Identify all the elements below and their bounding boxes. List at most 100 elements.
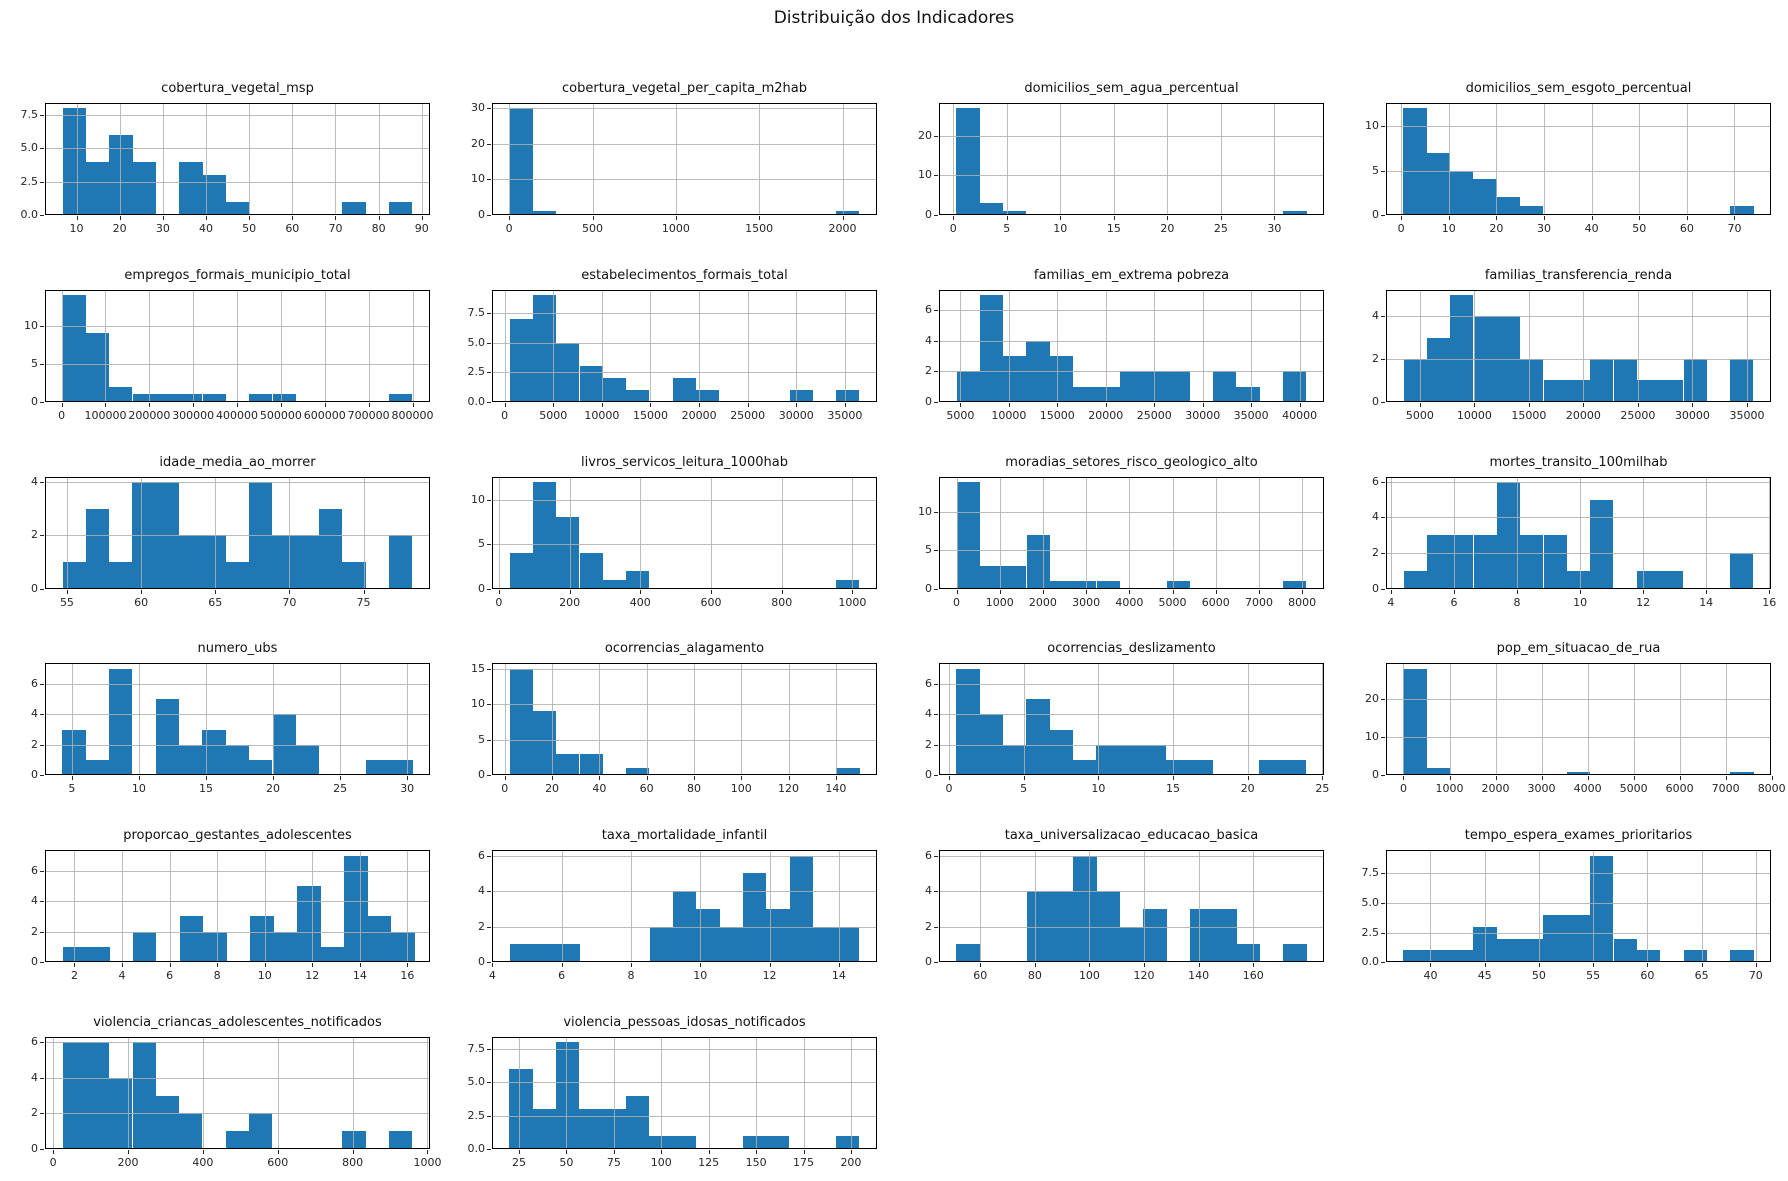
x-tick-mark [796, 402, 798, 407]
x-tick-label: 10 [69, 222, 84, 235]
x-tick-label: 100 [730, 782, 752, 796]
histogram-bar [225, 561, 250, 589]
x-tick-label: 50 [559, 1156, 574, 1169]
gridline-vertical [1253, 850, 1255, 963]
gridline-vertical [1086, 476, 1088, 589]
histogram-bar [202, 175, 226, 215]
y-tick-mark [487, 1149, 491, 1150]
y-tick-mark [934, 401, 938, 403]
histogram-bar [249, 760, 273, 776]
subplot-title: empregos_formais_municipio_total [124, 267, 351, 283]
x-tick-label: 60 [973, 969, 988, 983]
x-tick-label: 10000 [1456, 408, 1492, 422]
histogram-bar [62, 295, 86, 402]
subplot-title: ocorrencias_alagamento [604, 641, 765, 657]
gridline-vertical [205, 663, 207, 776]
plot-area [492, 103, 877, 215]
subplot-violencia-criancas-adolescentes-notificados: violencia_criancas_adolescentes_notifica… [0, 994, 447, 1181]
x-tick-mark [359, 963, 361, 968]
gridline-vertical [1198, 850, 1200, 963]
gridline-vertical [105, 289, 107, 402]
gridline-vertical [61, 289, 63, 402]
y-tick-label: 10 [471, 492, 485, 506]
x-tick-label: 30000 [1674, 408, 1710, 422]
plot-area [45, 1037, 430, 1149]
histogram-bar [1636, 950, 1661, 963]
subplot-title: tempo_espera_exames_prioritarios [1464, 828, 1693, 844]
x-tick-label: 70 [282, 595, 297, 609]
subplot-ocorrencias-deslizamento: ocorrencias_deslizamento 0 5 10 15 20 25 0 2 4 6 [894, 620, 1341, 807]
gridline-vertical [796, 289, 798, 402]
x-tick-mark [1322, 776, 1324, 781]
x-tick-label: 40000 [1282, 408, 1318, 422]
y-tick-mark [40, 1113, 44, 1115]
histogram-bar [532, 711, 557, 776]
y-tick-label: 0 [478, 208, 485, 221]
x-tick-label: 25000 [1136, 408, 1172, 422]
x-tick-label: 0 [495, 595, 503, 609]
histogram-bar [1003, 565, 1027, 589]
y-tick-mark [1381, 316, 1385, 318]
gridline-vertical [844, 289, 846, 402]
y-tick-label: 6 [925, 848, 932, 862]
x-tick-label: 500000 [259, 408, 302, 422]
x-tick-label: 20000 [1088, 408, 1124, 422]
gridline-horizontal [492, 372, 877, 374]
gridline-vertical [1258, 476, 1260, 589]
histogram-bar [836, 579, 860, 589]
x-tick-mark [842, 216, 844, 220]
gridline-vertical [1496, 103, 1498, 215]
histogram-bar [696, 908, 720, 963]
x-tick-label: 100 [650, 1156, 672, 1169]
histogram-bar [1166, 760, 1190, 776]
histogram-bar [1119, 926, 1144, 963]
x-tick-mark [1129, 589, 1131, 594]
x-tick-label: 0 [945, 782, 953, 796]
y-tick-mark [40, 931, 44, 933]
gridline-vertical [1647, 850, 1649, 963]
gridline-vertical [1057, 289, 1059, 402]
x-tick-mark [1484, 963, 1486, 968]
y-tick-label: 7.5 [467, 305, 486, 319]
y-tick-label: 6 [925, 303, 932, 317]
y-tick-label: 2 [31, 528, 38, 542]
x-tick-label: 10 [1441, 222, 1456, 235]
x-tick-mark [61, 402, 63, 407]
histogram-bar [509, 318, 533, 402]
subplot-title: taxa_mortalidade_infantil [601, 828, 768, 844]
gridline-vertical [569, 476, 571, 589]
x-tick-label: 14 [831, 969, 846, 983]
y-tick-label: 5.0 [467, 335, 486, 349]
y-tick-mark [487, 108, 491, 110]
gridline-horizontal [45, 148, 430, 150]
histogram-bar [297, 886, 321, 963]
x-tick-mark [1755, 963, 1757, 968]
histogram-bar [1166, 580, 1190, 589]
y-tick-mark [487, 1082, 491, 1084]
histogram-bar [1683, 359, 1707, 402]
x-tick-label: 25 [1315, 782, 1330, 796]
x-tick-mark [141, 589, 143, 594]
histogram-bar [556, 1042, 580, 1149]
x-tick-mark [949, 776, 950, 781]
x-tick-label: 16 [1762, 595, 1777, 609]
plot-area [939, 663, 1324, 776]
gridline-vertical [553, 289, 555, 402]
gridline-vertical [1034, 850, 1036, 963]
y-tick-mark [487, 1049, 491, 1050]
y-tick-label: 5 [31, 356, 38, 370]
gridline-horizontal [1386, 902, 1771, 904]
gridline-vertical [1172, 476, 1174, 589]
y-tick-mark [40, 1149, 44, 1150]
histogram-bar [365, 760, 390, 776]
gridline-vertical [741, 663, 743, 776]
x-tick-mark [162, 216, 164, 220]
gridline-horizontal [492, 855, 877, 857]
y-tick-label: 20 [1365, 692, 1379, 706]
histogram-bar [696, 389, 720, 402]
histogram-bar [1073, 855, 1097, 963]
gridline-vertical [1639, 103, 1641, 215]
x-tick-label: 30 [1267, 222, 1282, 235]
x-tick-mark [552, 776, 554, 781]
x-tick-label: 8000 [1288, 595, 1317, 609]
